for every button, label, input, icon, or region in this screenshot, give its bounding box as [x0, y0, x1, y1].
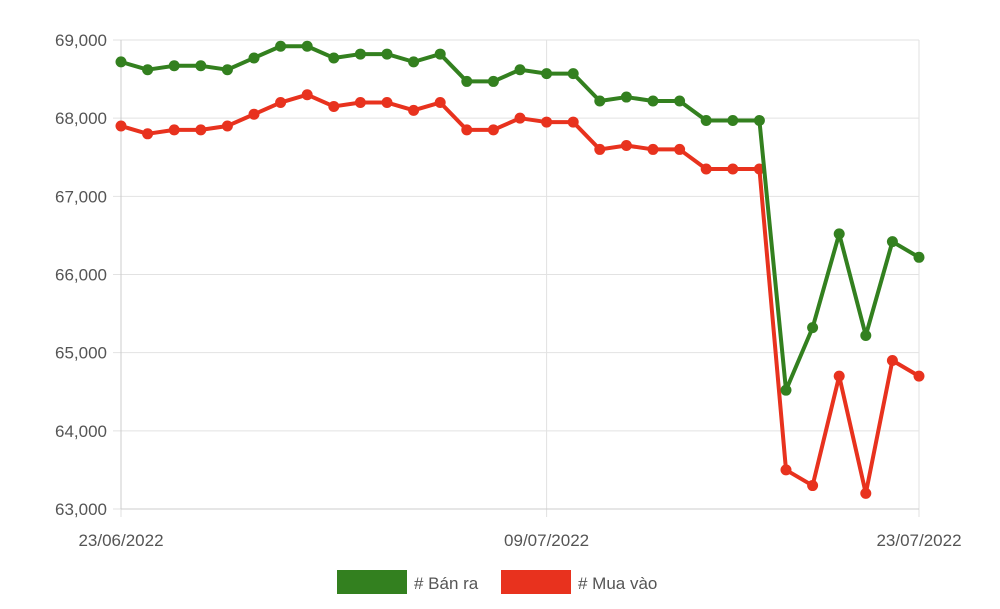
data-point[interactable]	[807, 480, 819, 492]
data-point[interactable]	[620, 140, 632, 152]
data-point[interactable]	[833, 228, 845, 240]
data-point[interactable]	[780, 464, 792, 476]
data-point[interactable]	[461, 124, 473, 136]
data-point[interactable]	[727, 115, 739, 127]
data-point[interactable]	[886, 236, 898, 248]
data-point[interactable]	[328, 52, 340, 64]
series-0	[115, 40, 925, 396]
data-point[interactable]	[142, 128, 154, 140]
y-tick-label: 63,000	[55, 500, 107, 519]
y-tick-label: 69,000	[55, 31, 107, 50]
y-tick-label: 67,000	[55, 187, 107, 206]
data-point[interactable]	[275, 40, 287, 52]
series-1	[115, 89, 925, 499]
data-point[interactable]	[567, 116, 579, 128]
data-point[interactable]	[115, 120, 127, 132]
data-point[interactable]	[434, 97, 446, 109]
data-point[interactable]	[913, 370, 925, 382]
y-tick-label: 65,000	[55, 344, 107, 363]
legend-swatch	[501, 570, 571, 594]
y-tick-label: 68,000	[55, 109, 107, 128]
series-line	[119, 44, 921, 393]
data-point[interactable]	[221, 64, 233, 76]
data-point[interactable]	[700, 115, 712, 127]
data-point[interactable]	[647, 143, 659, 155]
data-point[interactable]	[195, 124, 207, 136]
axes: 69,000 68,000 67,000 66,000 65,000 64,000 63,0…	[55, 31, 962, 550]
data-point[interactable]	[567, 68, 579, 80]
data-point[interactable]	[115, 56, 127, 68]
data-point[interactable]	[487, 75, 499, 87]
data-point[interactable]	[354, 97, 366, 109]
data-point[interactable]	[221, 120, 233, 132]
data-point[interactable]	[301, 40, 313, 52]
data-point[interactable]	[142, 64, 154, 76]
data-point[interactable]	[461, 75, 473, 87]
data-point[interactable]	[168, 124, 180, 136]
data-point[interactable]	[727, 163, 739, 175]
grid	[113, 39, 920, 517]
data-point[interactable]	[674, 95, 686, 107]
data-point[interactable]	[487, 124, 499, 136]
data-point[interactable]	[620, 91, 632, 103]
data-point[interactable]	[860, 487, 872, 499]
data-point[interactable]	[434, 48, 446, 60]
data-point[interactable]	[248, 52, 260, 64]
data-point[interactable]	[354, 48, 366, 60]
y-tick-label: 66,000	[55, 266, 107, 285]
y-tick-label: 64,000	[55, 422, 107, 441]
data-point[interactable]	[514, 112, 526, 124]
data-point[interactable]	[168, 60, 180, 72]
data-point[interactable]	[913, 251, 925, 263]
data-point[interactable]	[408, 56, 420, 68]
data-point[interactable]	[541, 68, 553, 80]
data-point[interactable]	[381, 97, 393, 109]
data-point[interactable]	[248, 108, 260, 120]
data-point[interactable]	[833, 370, 845, 382]
data-point[interactable]	[753, 115, 765, 127]
legend-swatch	[337, 570, 407, 594]
data-point[interactable]	[594, 95, 606, 107]
legend-label: # Mua vào	[578, 574, 657, 593]
data-point[interactable]	[301, 89, 313, 101]
data-point[interactable]	[328, 100, 340, 112]
series	[115, 40, 925, 499]
x-tick-label: 09/07/2022	[504, 531, 589, 550]
data-point[interactable]	[886, 354, 898, 366]
data-point[interactable]	[541, 116, 553, 128]
data-point[interactable]	[594, 143, 606, 155]
data-point[interactable]	[780, 384, 792, 396]
x-tick-label: 23/07/2022	[876, 531, 961, 550]
legend[interactable]: # Bán ra # Mua vào	[337, 570, 657, 594]
legend-item[interactable]: # Mua vào	[501, 570, 657, 594]
data-point[interactable]	[514, 64, 526, 76]
data-point[interactable]	[860, 329, 872, 341]
legend-label: # Bán ra	[414, 574, 479, 593]
data-point[interactable]	[647, 95, 659, 107]
data-point[interactable]	[674, 143, 686, 155]
x-tick-label: 23/06/2022	[78, 531, 163, 550]
data-point[interactable]	[700, 163, 712, 175]
data-point[interactable]	[807, 322, 819, 334]
data-point[interactable]	[381, 48, 393, 60]
data-point[interactable]	[408, 104, 420, 116]
legend-item[interactable]: # Bán ra	[337, 570, 479, 594]
data-point[interactable]	[275, 97, 287, 109]
data-point[interactable]	[195, 60, 207, 72]
series-line	[119, 92, 921, 496]
